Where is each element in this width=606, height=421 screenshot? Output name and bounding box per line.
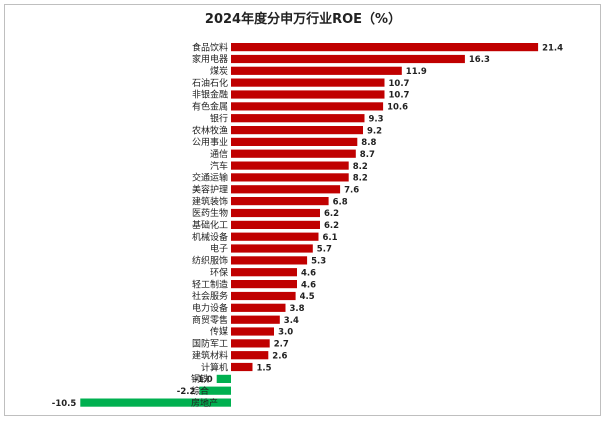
category-label-28: 钢铁 (191, 373, 209, 385)
bar-15 (231, 220, 320, 229)
category-label-2: 煤炭 (210, 65, 228, 77)
bar-1 (231, 54, 465, 64)
value-label-20: 4.6 (301, 280, 316, 290)
bar-28 (216, 374, 231, 383)
value-label-23: 3.4 (284, 316, 299, 326)
value-label-25: 2.7 (274, 340, 289, 350)
value-label-1: 16.3 (469, 55, 490, 65)
value-label-28: -1.0 (194, 375, 213, 385)
category-label-24: 传媒 (210, 326, 228, 338)
value-label-3: 10.7 (389, 79, 410, 89)
bar-20 (231, 280, 297, 289)
category-label-19: 环保 (210, 266, 228, 278)
value-label-26: 2.6 (272, 351, 287, 361)
bar-26 (231, 351, 269, 360)
value-label-22: 3.8 (290, 304, 305, 314)
value-label-27: 1.5 (257, 363, 272, 373)
value-label-6: 9.3 (369, 114, 384, 124)
category-label-16: 机械设备 (192, 231, 228, 243)
chart-title: 2024年度分申万行业ROE（%） (204, 12, 402, 27)
bar-27 (231, 362, 253, 372)
bar-9 (231, 149, 356, 158)
bar-13 (231, 197, 329, 206)
category-label-18: 纺织服饰 (192, 255, 228, 267)
value-label-9: 8.7 (360, 150, 375, 160)
bar-2 (231, 66, 402, 75)
value-label-13: 6.8 (333, 197, 348, 207)
bar-17 (231, 244, 313, 253)
value-label-21: 4.5 (300, 292, 315, 302)
category-label-11: 交通运输 (192, 172, 228, 184)
value-label-14: 6.2 (324, 209, 339, 219)
category-label-10: 汽车 (210, 160, 228, 172)
category-label-3: 石油石化 (192, 77, 228, 89)
value-label-19: 4.6 (301, 268, 316, 278)
value-label-12: 7.6 (344, 186, 359, 196)
category-label-8: 公用事业 (192, 136, 228, 148)
category-label-13: 建筑装饰 (192, 195, 228, 207)
bar-7 (231, 126, 363, 135)
bar-8 (231, 137, 358, 146)
bar-30 (80, 398, 231, 407)
bar-14 (231, 208, 320, 218)
value-label-7: 9.2 (367, 126, 382, 136)
value-label-8: 8.8 (361, 138, 376, 148)
category-label-17: 电子 (210, 243, 228, 255)
value-label-24: 3.0 (278, 328, 293, 338)
category-label-29: 综合 (191, 385, 209, 397)
value-label-29: -2.2 (177, 387, 196, 397)
category-label-7: 农林牧渔 (192, 124, 228, 136)
bar-6 (231, 114, 365, 123)
value-label-0: 21.4 (542, 43, 563, 53)
value-label-5: 10.6 (387, 103, 408, 113)
category-label-20: 轻工制造 (192, 278, 228, 290)
bar-23 (231, 315, 280, 324)
bar-10 (231, 161, 349, 170)
bar-25 (231, 339, 270, 348)
category-label-26: 建筑材料 (192, 349, 228, 361)
bar-21 (231, 291, 296, 301)
category-label-4: 非银金融 (192, 89, 228, 101)
bar-4 (231, 90, 385, 99)
value-label-30: -10.5 (52, 399, 77, 409)
category-label-12: 美容护理 (192, 184, 228, 196)
value-label-17: 5.7 (317, 245, 332, 255)
bar-11 (231, 173, 349, 182)
bar-24 (231, 327, 274, 336)
bar-5 (231, 102, 384, 111)
category-label-27: 计算机 (201, 361, 228, 373)
value-label-11: 8.2 (353, 174, 368, 184)
value-label-4: 10.7 (389, 91, 410, 101)
value-label-16: 6.1 (323, 233, 338, 243)
bar-18 (231, 256, 308, 265)
value-label-10: 8.2 (353, 162, 368, 172)
bar-19 (231, 268, 297, 277)
category-label-6: 银行 (210, 112, 228, 124)
bar-0 (231, 43, 539, 52)
bar-22 (231, 303, 286, 312)
category-label-25: 国防军工 (192, 338, 228, 350)
bar-3 (231, 78, 385, 87)
bar-29 (199, 386, 231, 395)
category-label-5: 有色金属 (192, 101, 228, 113)
category-label-1: 家用电器 (192, 53, 228, 65)
value-label-18: 5.3 (311, 257, 326, 267)
category-label-15: 基础化工 (192, 219, 228, 231)
category-label-30: 房地产 (191, 397, 218, 409)
category-label-23: 商贸零售 (192, 314, 228, 326)
bar-12 (231, 185, 341, 194)
category-label-14: 医药生物 (192, 207, 228, 219)
category-label-21: 社会服务 (192, 290, 228, 302)
category-label-22: 电力设备 (192, 302, 228, 314)
value-label-2: 11.9 (406, 67, 427, 77)
category-label-0: 食品饮料 (192, 41, 228, 53)
category-label-9: 通信 (210, 148, 228, 160)
value-label-15: 6.2 (324, 221, 339, 231)
bar-16 (231, 232, 319, 241)
